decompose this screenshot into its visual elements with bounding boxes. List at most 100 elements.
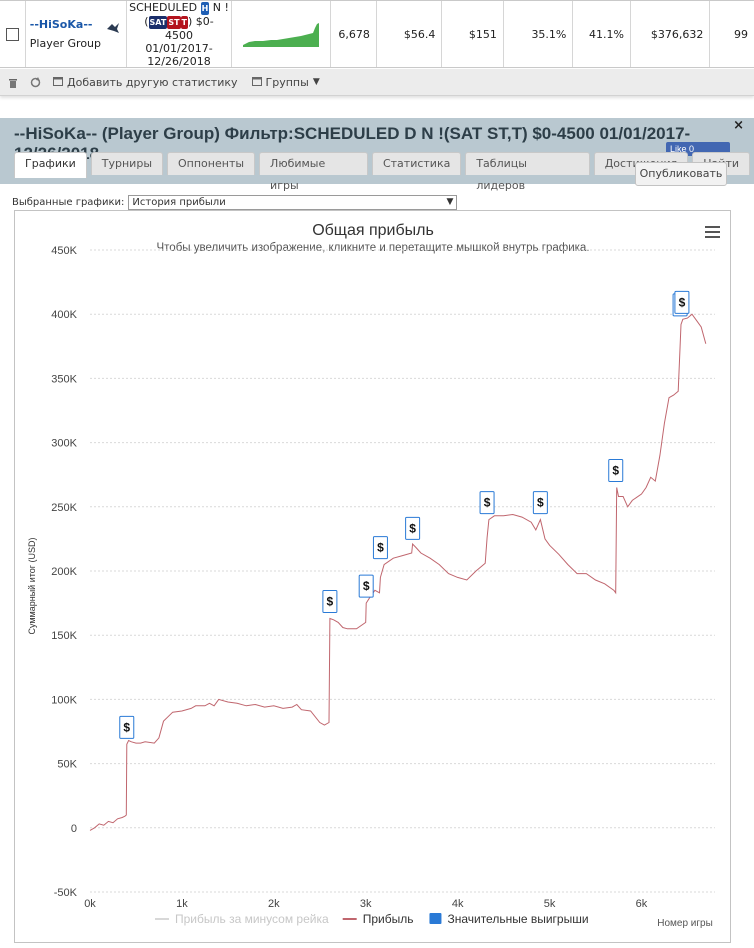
- row-checkbox[interactable]: [5, 27, 19, 41]
- filter-text-n: N !: [212, 0, 229, 14]
- chart-select[interactable]: История прибыли ▼: [128, 195, 458, 210]
- big-win-marker-label: $: [484, 496, 491, 510]
- profit-chart[interactable]: Общая прибыль Чтобы увеличить изображени…: [15, 211, 730, 942]
- tab-opponents[interactable]: Оппоненты: [167, 152, 256, 175]
- big-win-marker[interactable]: [119, 715, 135, 739]
- big-win-marker-label: $: [409, 521, 416, 535]
- trash-icon[interactable]: [8, 77, 18, 88]
- filter-line-4: 01/01/2017-: [145, 41, 213, 55]
- stat-avg-profit: $151: [442, 1, 504, 67]
- tab-tournaments[interactable]: Турниры: [90, 152, 164, 175]
- y-tick-label: 100K: [51, 694, 77, 706]
- menu-icon[interactable]: [705, 226, 720, 238]
- big-win-marker-label: $: [679, 295, 686, 309]
- stat-itm: 41.1%: [573, 1, 631, 67]
- tab-charts[interactable]: Графики: [14, 152, 87, 178]
- window-icon: [53, 76, 63, 89]
- big-win-marker-label: $: [612, 464, 619, 478]
- filter-text-scheduled: SCHEDULED: [129, 0, 198, 14]
- filter-line-1: SCHEDULED H N !: [129, 1, 229, 15]
- groups-icon: [251, 76, 262, 89]
- y-tick-label: -50K: [54, 887, 78, 899]
- x-tick-label: 4k: [452, 898, 464, 910]
- filter-cell: SCHEDULED H N ! (SAT ST T) $0- 4500 01/01/…: [127, 1, 233, 68]
- add-stat-button[interactable]: Добавить другую статистику: [53, 76, 238, 89]
- legend-label: Значительные выигрыши: [447, 912, 588, 926]
- panel-header: --HiSoKa-- (Player Group) Фильтр:SCHEDUL…: [0, 118, 754, 192]
- panel-tabs: Графики Турниры Оппоненты Любимые игры С…: [14, 152, 754, 192]
- x-tick-label: 0k: [84, 898, 96, 910]
- legend-label: Прибыль за минусом рейка: [175, 912, 329, 926]
- filter-line-3: 4500: [165, 28, 193, 42]
- stat-avg-buyin: $56.4: [377, 1, 443, 67]
- refresh-icon[interactable]: [30, 76, 41, 88]
- y-tick-label: 350K: [51, 373, 77, 385]
- y-axis-title: Суммарный итог (USD): [27, 537, 37, 634]
- player-group-label: Player Group: [29, 37, 101, 50]
- series-line-profit: [89, 313, 707, 831]
- filter-tag-h: H: [200, 1, 210, 15]
- fish-icon: [106, 21, 120, 39]
- y-tick-label: 50K: [57, 759, 77, 771]
- chevron-down-icon: ▼: [312, 77, 320, 87]
- publish-button[interactable]: Опубликовать: [635, 162, 727, 186]
- big-win-marker[interactable]: [322, 590, 338, 614]
- chart-selector: Выбранные графики: История прибыли ▼: [12, 195, 458, 210]
- filter-tag-st: ST: [167, 15, 181, 29]
- x-axis-title: Номер игры: [657, 918, 713, 929]
- y-tick-label: 200K: [51, 566, 77, 578]
- profit-chart-container: Общая прибыль Чтобы увеличить изображени…: [14, 210, 731, 943]
- tab-leaderboards[interactable]: Таблицы лидеров: [465, 152, 590, 192]
- y-tick-label: 400K: [51, 309, 77, 321]
- selected-charts-label: Выбранные графики:: [12, 197, 125, 208]
- filter-line-2: (SAT ST T) $0-: [144, 15, 214, 29]
- big-win-marker-label: $: [123, 720, 130, 734]
- legend-box-swatch: [429, 913, 442, 924]
- big-win-marker[interactable]: [674, 290, 690, 314]
- x-tick-label: 5k: [544, 898, 556, 910]
- big-win-marker[interactable]: [372, 536, 388, 560]
- groups-label: Группы: [265, 75, 309, 89]
- stat-total-profit: $376,632: [631, 1, 711, 67]
- big-win-marker[interactable]: [358, 574, 374, 598]
- sparkline-cell: [232, 1, 332, 67]
- filter-text-close: ) $0-: [188, 14, 214, 28]
- stat-games: 6,678: [331, 1, 377, 67]
- filter-tag-t: T: [180, 15, 189, 29]
- x-tick-label: 6k: [636, 898, 648, 910]
- filter-tag-sat: SAT: [148, 15, 168, 29]
- x-tick-label: 1k: [176, 898, 188, 910]
- filter-line-5: 12/26/2018: [147, 54, 211, 68]
- tab-statistics[interactable]: Статистика: [371, 152, 462, 175]
- add-stat-label: Добавить другую статистику: [67, 75, 238, 89]
- big-win-marker[interactable]: [532, 491, 548, 515]
- stats-row: --HiSoKa-- Player Group SCHEDULED H N ! …: [0, 0, 754, 68]
- y-tick-label: 250K: [51, 502, 77, 514]
- big-win-marker[interactable]: [479, 491, 495, 515]
- profit-sparkline: [243, 23, 320, 47]
- row-checkbox-cell: [0, 1, 26, 67]
- legend-label: Прибыль: [363, 912, 414, 926]
- tab-favorite-games[interactable]: Любимые игры: [259, 152, 368, 192]
- player-cell: --HiSoKa-- Player Group: [26, 1, 127, 67]
- groups-dropdown[interactable]: Группы ▼: [251, 75, 320, 89]
- player-details-panel: --HiSoKa-- (Player Group) Фильтр:SCHEDUL…: [0, 118, 754, 948]
- legend-item[interactable]: Значительные выигрыши: [429, 912, 589, 926]
- y-tick-label: 450K: [51, 245, 77, 257]
- chart-subtitle: Чтобы увеличить изображение, кликните и …: [157, 242, 590, 254]
- big-win-marker-label: $: [327, 595, 334, 609]
- legend-item[interactable]: Прибыль: [342, 912, 414, 926]
- chart-title: Общая прибыль: [312, 222, 434, 239]
- big-win-marker[interactable]: [608, 459, 624, 483]
- big-win-marker[interactable]: [405, 516, 421, 540]
- y-tick-label: 300K: [51, 438, 77, 450]
- y-tick-label: 150K: [51, 630, 77, 642]
- x-tick-label: 2k: [268, 898, 280, 910]
- y-tick-label: 0: [71, 823, 77, 835]
- player-name-link[interactable]: --HiSoKa--: [29, 18, 93, 31]
- big-win-marker-label: $: [377, 541, 384, 555]
- close-icon[interactable]: ×: [733, 118, 744, 133]
- big-win-marker-label: $: [537, 496, 544, 510]
- legend-item[interactable]: Прибыль за минусом рейка: [155, 912, 329, 926]
- chevron-down-icon: ▼: [446, 197, 454, 207]
